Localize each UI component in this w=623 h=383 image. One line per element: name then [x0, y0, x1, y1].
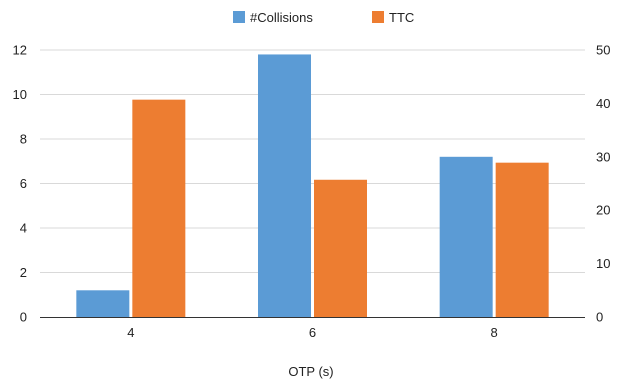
- legend-swatch: [233, 11, 245, 23]
- right-y-tick-label: 0: [596, 310, 603, 325]
- right-y-tick-label: 30: [596, 149, 610, 164]
- legend: #Collisions TTC: [233, 10, 414, 25]
- left-y-tick-label: 6: [20, 176, 27, 191]
- bar-collisions: [258, 54, 311, 317]
- gridlines: [40, 49, 585, 273]
- bars: [76, 54, 549, 317]
- bar-collisions: [76, 290, 130, 317]
- bar-ttc: [132, 99, 186, 317]
- left-y-tick-label: 12: [13, 43, 27, 58]
- right-y-tick-label: 20: [596, 203, 610, 218]
- x-tick-label: 4: [127, 325, 134, 340]
- legend-label: #Collisions: [250, 10, 313, 25]
- bar-collisions: [439, 156, 493, 317]
- x-axis-title: OTP (s): [288, 364, 333, 379]
- x-tick-label: 6: [309, 325, 316, 340]
- right-y-tick-label: 50: [596, 43, 610, 58]
- left-y-tick-label: 2: [20, 265, 27, 280]
- legend-swatch: [372, 11, 384, 23]
- bar-ttc: [314, 179, 367, 317]
- left-y-tick-label: 4: [20, 221, 27, 236]
- left-y-tick-label: 10: [13, 87, 27, 102]
- x-tick-label: 8: [491, 325, 498, 340]
- legend-label: TTC: [389, 10, 414, 25]
- left-y-tick-label: 8: [20, 132, 27, 147]
- left-y-tick-label: 0: [20, 310, 27, 325]
- right-y-axis: 0 10 20 30 40 50: [596, 43, 610, 325]
- left-y-axis: 0 2 4 6 8 10 12: [13, 43, 27, 325]
- right-y-tick-label: 40: [596, 96, 610, 111]
- x-axis-ticks: 4 6 8: [127, 325, 498, 340]
- right-y-tick-label: 10: [596, 256, 610, 271]
- bar-ttc: [495, 162, 549, 317]
